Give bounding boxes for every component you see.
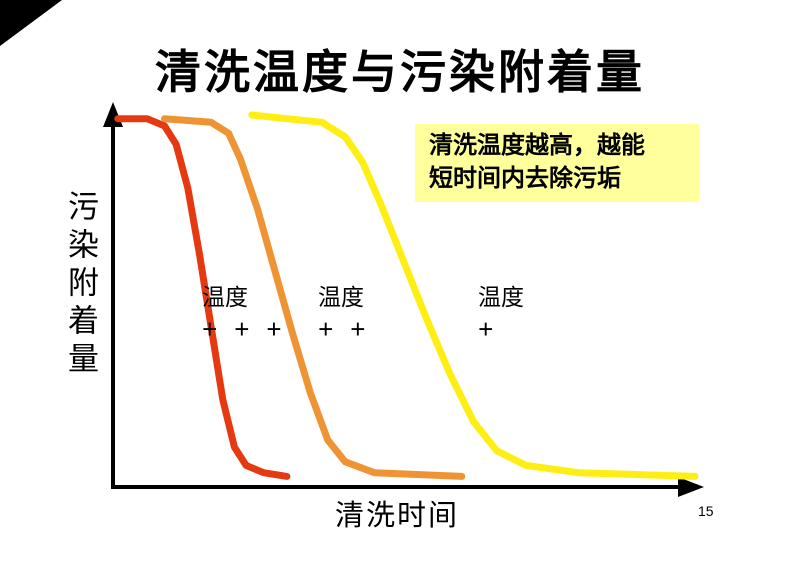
y-axis-label: 污染附着量 (63, 190, 98, 380)
corner-decoration (0, 0, 62, 46)
x-axis-label: 清洗时间 (334, 500, 459, 532)
series-label-temp-low: 温度 + (478, 284, 524, 347)
page-number: 15 (698, 503, 714, 519)
series-label-plus: + + (318, 313, 371, 344)
curve-temp-mid (161, 115, 466, 480)
series-label-text: 温度 (478, 285, 524, 310)
annotation-line-2: 短时间内去除污垢 (429, 166, 621, 193)
page-title: 清洗温度与污染附着量 (155, 47, 645, 98)
series-label-temp-high: 温度 + + + (202, 284, 287, 347)
x-axis-arrow-icon (678, 477, 704, 497)
series-label-plus: + (478, 313, 499, 344)
series-label-plus: + + + (202, 313, 287, 344)
annotation-box: 清洗温度越高，越能 短时间内去除污垢 (415, 124, 699, 203)
series-label-text: 温度 (202, 285, 248, 310)
curve-temp-high (114, 115, 291, 480)
curve-temp-low (248, 111, 699, 480)
annotation-line-1: 清洗温度越高，越能 (429, 133, 645, 159)
y-axis-arrow-icon (103, 102, 123, 127)
series-label-temp-mid: 温度 + + (318, 284, 371, 347)
series-label-text: 温度 (318, 285, 364, 310)
temperature-curves (114, 111, 699, 480)
